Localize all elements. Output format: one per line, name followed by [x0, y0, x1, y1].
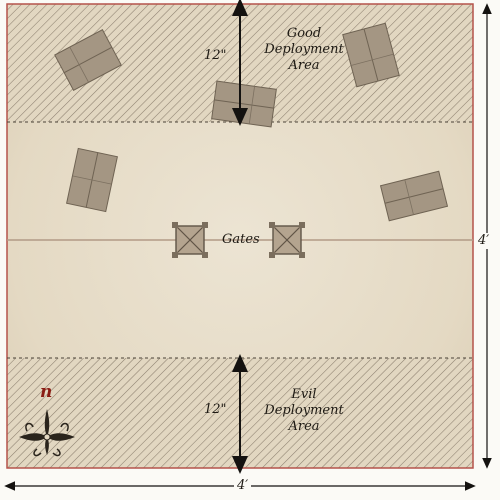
gates-label: Gates	[222, 232, 260, 247]
gate-tower-icon	[172, 222, 208, 258]
evil-zone-label-line2: Deployment	[264, 403, 344, 418]
evil-zone-label-line1: Evil	[291, 387, 317, 402]
good-zone-label-line2: Deployment	[264, 42, 344, 57]
building-icon	[54, 28, 122, 92]
building-icon	[342, 22, 400, 88]
good-zone-depth-label: 12"	[204, 48, 227, 63]
evil-zone-label-line3: Area	[288, 419, 320, 434]
evil-zone-depth-label: 12"	[204, 402, 227, 417]
good-zone-label-line3: Area	[288, 58, 320, 73]
good-zone-label-line1: Good	[286, 26, 322, 41]
compass-rose-icon	[19, 409, 75, 457]
right-edge-length-label: 4′	[477, 233, 491, 249]
evil-zone-label: Evil Deployment Area	[249, 387, 359, 435]
building-icon	[379, 170, 449, 222]
bottom-edge-length-label: 4′	[234, 478, 252, 494]
good-zone-label: Good Deployment Area	[249, 26, 359, 74]
north-label: n	[40, 382, 53, 402]
building-icon	[211, 80, 277, 128]
gate-tower-icon	[269, 222, 305, 258]
building-icon	[66, 147, 118, 213]
